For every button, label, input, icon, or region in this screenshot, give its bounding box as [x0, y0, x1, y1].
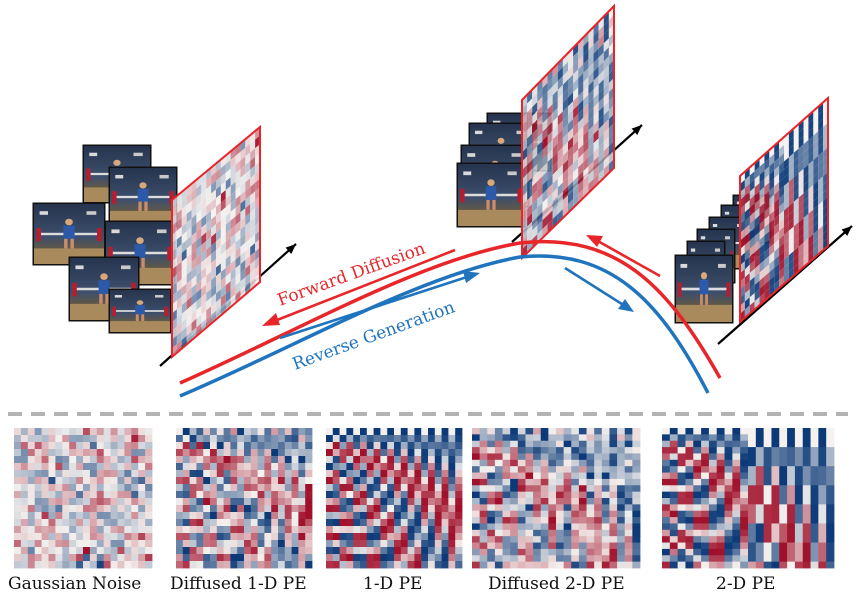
video-frame	[674, 254, 734, 324]
video-frame	[456, 162, 526, 228]
caption-gaussian-noise: Gaussian Noise	[8, 574, 142, 594]
reverse-arrow-left	[279, 271, 480, 340]
forward-arrow-right	[586, 235, 661, 278]
caption-diffused-1d-pe: Diffused 1-D PE	[170, 574, 307, 594]
left-noise-plane	[171, 124, 261, 360]
heatmap-diffused-1d-pe	[176, 428, 313, 569]
right-pe-plane	[739, 95, 829, 325]
video-frame	[32, 202, 106, 266]
caption-diffused-2d-pe: Diffused 2-D PE	[488, 574, 625, 594]
reverse-generation-label: Reverse Generation	[290, 297, 458, 374]
left-frame-stack	[32, 144, 178, 334]
heatmap-pe-1d	[326, 428, 463, 569]
reverse-arrow-right	[564, 266, 634, 312]
middle-pe-plane	[521, 3, 615, 261]
diffusion-illustration	[32, 3, 853, 367]
heatmap-pe-2d	[662, 428, 835, 569]
forward-diffusion-curve	[179, 240, 722, 385]
forward-arrow-left	[262, 248, 456, 326]
video-frame	[108, 288, 172, 334]
right-time-axis	[717, 225, 853, 345]
caption-1d-pe: 1-D PE	[363, 574, 423, 594]
forward-diffusion-label: Forward Diffusion	[275, 239, 428, 311]
heatmap-gaussian-noise	[14, 428, 153, 569]
caption-2d-pe: 2-D PE	[716, 574, 776, 594]
video-frame	[108, 166, 178, 228]
heatmap-row	[14, 428, 835, 569]
heatmap-diffused-2d-pe	[472, 428, 641, 569]
reverse-generation-curve	[179, 254, 710, 398]
